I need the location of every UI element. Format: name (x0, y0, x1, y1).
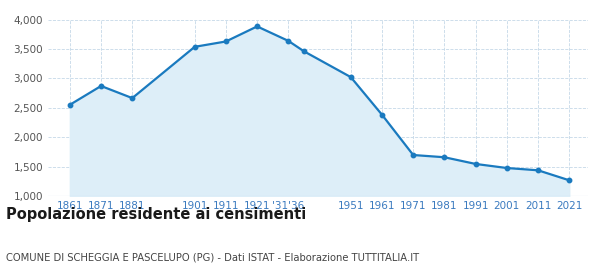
Text: COMUNE DI SCHEGGIA E PASCELUPO (PG) - Dati ISTAT - Elaborazione TUTTITALIA.IT: COMUNE DI SCHEGGIA E PASCELUPO (PG) - Da… (6, 252, 419, 262)
Text: Popolazione residente ai censimenti: Popolazione residente ai censimenti (6, 207, 306, 222)
